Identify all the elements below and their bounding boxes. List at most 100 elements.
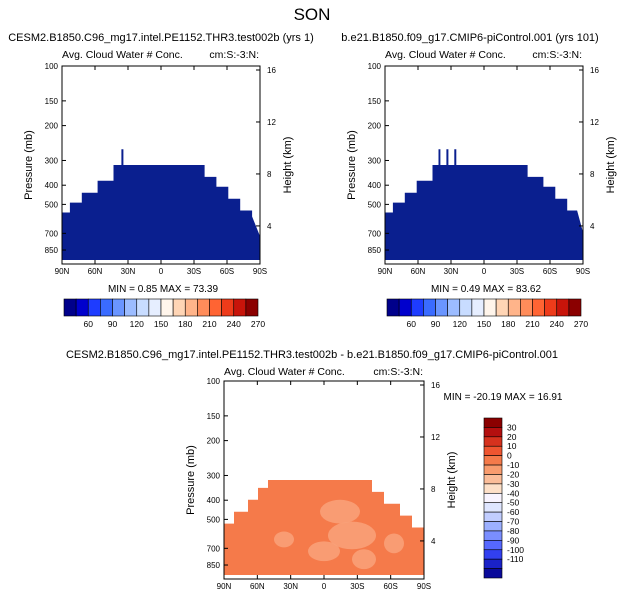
- panel-1-title: CESM2.B1850.C96_mg17.intel.PE1152.THR3.t…: [8, 32, 314, 44]
- x-tick-label: 60S: [220, 267, 234, 276]
- colorbar-cell: [520, 298, 533, 317]
- colorbar-label: 90: [431, 319, 441, 329]
- colorbar-label: -80: [507, 526, 520, 536]
- y2-tick-label: 12: [590, 118, 599, 127]
- x-tick-label: 90N: [217, 582, 232, 591]
- colorbar-label: -40: [507, 488, 520, 498]
- colorbar-label: 20: [507, 432, 517, 442]
- panel-1-plot: 90N 60N 30N 0 30S 60S 90S 100 150 200 300 400 500 700…: [23, 62, 294, 276]
- colorbar-label: 240: [227, 319, 241, 329]
- x-tick-label: 0: [322, 582, 327, 591]
- colorbar-cell: [483, 521, 503, 532]
- x-tick-label: 90N: [378, 267, 393, 276]
- x-tick-label: 30N: [283, 582, 298, 591]
- y2-tick-label: 12: [267, 118, 276, 127]
- colorbar-cell: [568, 298, 582, 317]
- panel-1-stats: MIN = 0.85 MAX = 73.39: [108, 284, 218, 295]
- colorbar-cell: [471, 298, 485, 317]
- contour-light-region: [328, 521, 376, 550]
- colorbar-cell: [398, 298, 412, 317]
- colorbar-label: -50: [507, 498, 520, 508]
- colorbar-cell: [160, 298, 174, 317]
- panel-2-plot: 90N 60N 30N 0 30S 60S 90S 100 150 200 300 400 500 700…: [346, 62, 617, 276]
- x-tick-label: 90S: [253, 267, 267, 276]
- colorbar-cell: [410, 298, 424, 317]
- panel-3-subtitle-left: Avg. Cloud Water # Conc.: [224, 366, 345, 378]
- y-tick-label: 850: [45, 246, 59, 255]
- colorbar-cell: [148, 298, 162, 317]
- colorbar-label: -20: [507, 469, 520, 479]
- x-tick-label: 60N: [88, 267, 103, 276]
- x-tick-label: 0: [482, 267, 487, 276]
- y2-tick-label: 4: [267, 222, 272, 231]
- colorbar-label: -100: [507, 545, 524, 555]
- y-tick-label: 200: [207, 437, 221, 446]
- panel-1-subtitle-left: Avg. Cloud Water # Conc.: [62, 49, 183, 61]
- colorbar-cell: [483, 436, 503, 447]
- colorbar-cell: [483, 474, 503, 485]
- panel-1-subtitle-right: cm:S:-3:N:: [209, 49, 259, 61]
- y-tick-label: 850: [207, 561, 221, 570]
- colorbar-cell: [75, 298, 89, 317]
- colorbar-label: 30: [507, 422, 517, 432]
- colorbar-cell: [507, 298, 521, 317]
- y2-tick-label: 8: [267, 170, 272, 179]
- contour-fill: [385, 149, 583, 260]
- y2-axis-label: Height (km): [282, 137, 294, 194]
- y-tick-label: 300: [45, 156, 59, 165]
- y-tick-label: 100: [207, 377, 221, 386]
- colorbar-label: 180: [178, 319, 192, 329]
- x-tick-label: 0: [159, 267, 164, 276]
- y-axis-label: Pressure (mb): [185, 445, 197, 515]
- colorbar-label: -70: [507, 517, 520, 527]
- contour-fill: [62, 149, 260, 260]
- colorbar-cell: [483, 540, 503, 551]
- colorbar-label: -30: [507, 479, 520, 489]
- colorbar-cell: [556, 298, 570, 317]
- colorbar-cell: [483, 549, 503, 560]
- colorbar-cell: [124, 298, 138, 317]
- y2-tick-label: 16: [267, 66, 276, 75]
- y-axis-label: Pressure (mb): [346, 130, 358, 200]
- colorbar-label: 150: [154, 319, 168, 329]
- colorbar-cell: [483, 464, 503, 475]
- y2-tick-label: 16: [590, 66, 599, 75]
- contour-light-region: [352, 549, 376, 570]
- y-tick-label: 700: [207, 544, 221, 553]
- y-tick-label: 500: [45, 200, 59, 209]
- colorbar-cell: [483, 445, 503, 456]
- x-tick-label: 60S: [384, 582, 398, 591]
- y-tick-label: 300: [207, 471, 221, 480]
- panel-3-title: CESM2.B1850.C96_mg17.intel.PE1152.THR3.t…: [66, 349, 558, 361]
- colorbar-label: 210: [525, 319, 539, 329]
- colorbar-label: 10: [507, 441, 517, 451]
- y-tick-label: 150: [45, 97, 59, 106]
- panel-1: CESM2.B1850.C96_mg17.intel.PE1152.THR3.t…: [8, 32, 314, 329]
- y-tick-label: 100: [45, 62, 59, 71]
- colorbar-cell: [483, 502, 503, 513]
- colorbar-label: 120: [453, 319, 467, 329]
- colorbar-label: -110: [507, 554, 524, 564]
- colorbar-cell: [100, 298, 113, 317]
- colorbar-label: 240: [550, 319, 564, 329]
- colorbar-cell: [483, 558, 503, 569]
- y2-tick-label: 8: [590, 170, 595, 179]
- y-tick-label: 700: [45, 229, 59, 238]
- colorbar-cell: [112, 298, 125, 317]
- colorbar-cell: [483, 511, 503, 522]
- x-tick-label: 30S: [350, 582, 364, 591]
- y-tick-label: 300: [368, 156, 382, 165]
- colorbar-cell: [209, 298, 222, 317]
- colorbar-cell: [483, 483, 503, 494]
- colorbar-cell: [483, 298, 497, 317]
- colorbar-cell: [221, 298, 235, 317]
- y-tick-label: 150: [207, 412, 221, 421]
- colorbar-cell: [483, 530, 503, 541]
- x-tick-label: 30S: [510, 267, 524, 276]
- y2-tick-label: 4: [431, 537, 436, 546]
- colorbar-cell: [483, 568, 503, 579]
- panel-2-stats: MIN = 0.49 MAX = 83.62: [431, 284, 541, 295]
- colorbar-cell: [136, 298, 150, 317]
- colorbar-cell: [459, 298, 473, 317]
- y2-tick-label: 8: [431, 485, 436, 494]
